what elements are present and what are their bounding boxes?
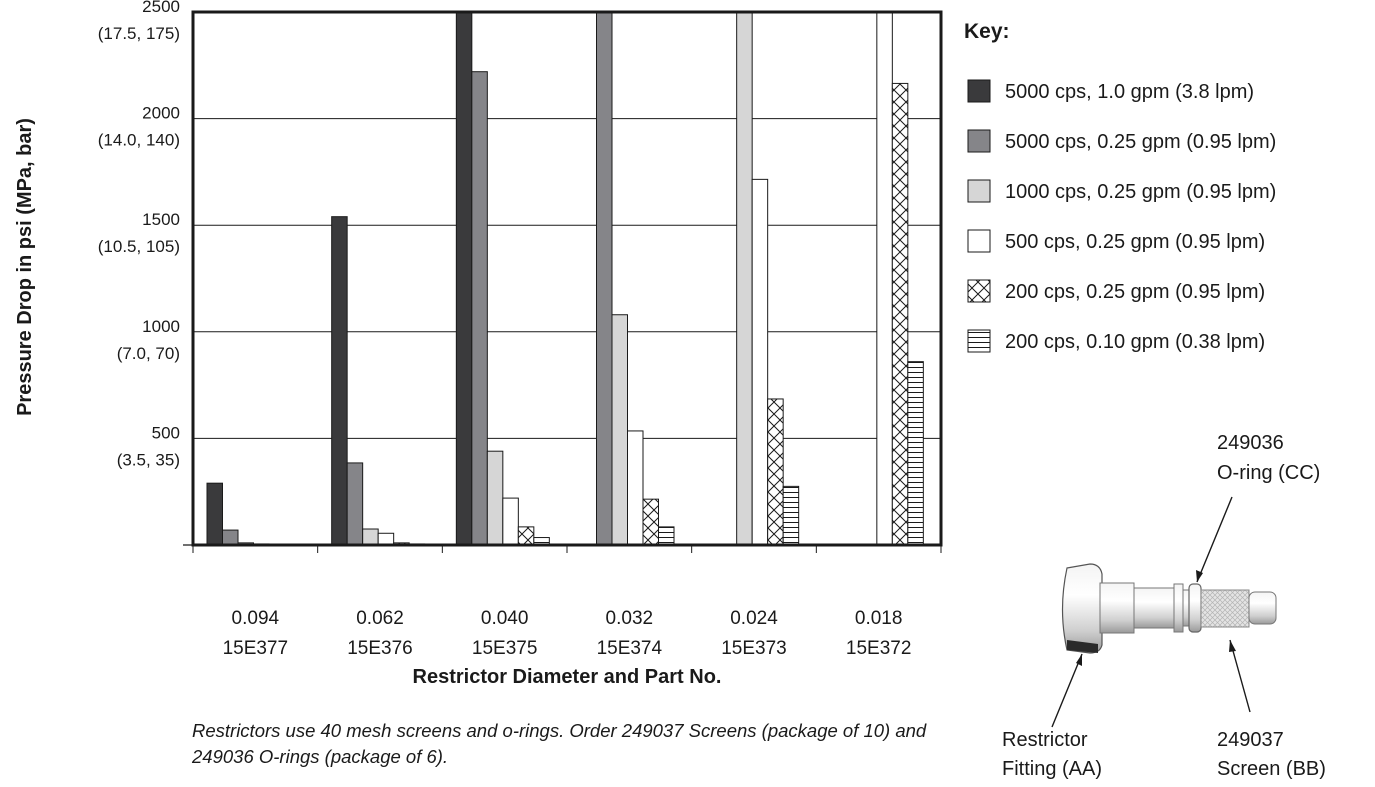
x-axis-ticks [183, 544, 942, 553]
bar [876, 11, 893, 546]
bars [206, 11, 924, 546]
y-tick-labels: 500 (3.5, 35) 1000 (7.0, 70) 1500 (10.5, 105)… [98, 0, 180, 469]
y-axis-title: Pressure Drop in psi (MPa, bar) [14, 118, 36, 416]
plot-frame [191, 10, 943, 547]
y-tick-sublabel: (7.0, 70) [117, 344, 180, 363]
bar [736, 11, 753, 546]
legend-label: 200 cps, 0.25 gpm (0.95 lpm) [1005, 281, 1265, 303]
x-tick-label-part: 15E377 [223, 638, 289, 659]
bar [222, 529, 239, 546]
legend-swatch [967, 329, 991, 353]
bar [642, 498, 659, 546]
screen-callout-label: Screen (BB) [1217, 758, 1326, 780]
bar [517, 526, 535, 546]
legend-label: 5000 cps, 0.25 gpm (0.95 lpm) [1005, 131, 1276, 153]
restrictor-illustration [1061, 563, 1277, 654]
oring-callout-number: 249036 [1217, 432, 1284, 454]
y-tick-sublabel: (17.5, 175) [98, 24, 180, 43]
x-tick-label-diameter: 0.040 [481, 608, 529, 629]
category-labels: 0.094 15E377 0.062 15E376 0.040 15E375 0.032 15… [223, 608, 912, 659]
bar [486, 450, 504, 546]
legend-label: 1000 cps, 0.25 gpm (0.95 lpm) [1005, 181, 1276, 203]
fitting-callout-line2: Fitting (AA) [1002, 758, 1102, 780]
legend-swatch [967, 279, 991, 303]
bar [362, 528, 379, 546]
legend-swatch [967, 129, 991, 153]
y-tick-label: 1500 [142, 210, 180, 229]
x-tick-label-diameter: 0.094 [232, 608, 280, 629]
bar [377, 532, 395, 546]
y-tick-label: 1000 [142, 317, 180, 336]
y-tick-sublabel: (14.0, 140) [98, 131, 180, 150]
x-tick-label-diameter: 0.024 [730, 608, 778, 629]
y-tick-sublabel: (10.5, 105) [98, 237, 180, 256]
bar [346, 462, 364, 546]
legend-label: 500 cps, 0.25 gpm (0.95 lpm) [1005, 231, 1265, 253]
x-tick-label-part: 15E375 [472, 638, 538, 659]
y-tick-label: 500 [152, 423, 180, 442]
y-tick-label: 2000 [142, 104, 180, 123]
fitting-callout-line1: Restrictor [1002, 729, 1088, 751]
bar [627, 430, 644, 546]
screen-callout-number: 249037 [1217, 729, 1284, 751]
oring-callout-label: O-ring (CC) [1217, 462, 1320, 484]
x-axis-title: Restrictor Diameter and Part No. [413, 666, 722, 688]
bar [455, 11, 473, 546]
legend-swatch [967, 79, 991, 103]
bar [331, 216, 348, 546]
bar [596, 11, 613, 546]
x-tick-label-part: 15E372 [846, 638, 912, 659]
x-tick-label-diameter: 0.018 [855, 608, 903, 629]
legend-label: 200 cps, 0.10 gpm (0.38 lpm) [1005, 331, 1265, 353]
y-tick-sublabel: (3.5, 35) [117, 450, 180, 469]
bar [502, 497, 519, 546]
legend-label: 5000 cps, 1.0 gpm (3.8 lpm) [1005, 81, 1254, 103]
x-tick-label-part: 15E373 [721, 638, 787, 659]
gridlines [193, 118, 941, 439]
legend: 5000 cps, 1.0 gpm (3.8 lpm) 5000 cps, 0.2… [967, 79, 1276, 353]
bar [891, 82, 909, 546]
x-tick-label-part: 15E374 [597, 638, 663, 659]
bar [782, 485, 800, 546]
bar [767, 398, 784, 546]
bar [658, 526, 675, 546]
bar [471, 71, 488, 546]
footnote: Restrictors use 40 mesh screens and o-ri… [192, 720, 927, 767]
x-tick-label-diameter: 0.062 [356, 608, 404, 629]
y-tick-label: 2500 [142, 0, 180, 16]
legend-swatch [967, 179, 991, 203]
callouts: 249036 O-ring (CC) Restrictor Fitting (A… [1002, 432, 1326, 780]
bar [907, 361, 924, 546]
x-tick-label-diameter: 0.032 [606, 608, 654, 629]
legend-title: Key: [964, 20, 1010, 43]
bar [751, 178, 769, 546]
x-tick-label-part: 15E376 [347, 638, 413, 659]
legend-swatch [967, 229, 991, 253]
bar [206, 482, 223, 546]
bar [611, 314, 628, 546]
